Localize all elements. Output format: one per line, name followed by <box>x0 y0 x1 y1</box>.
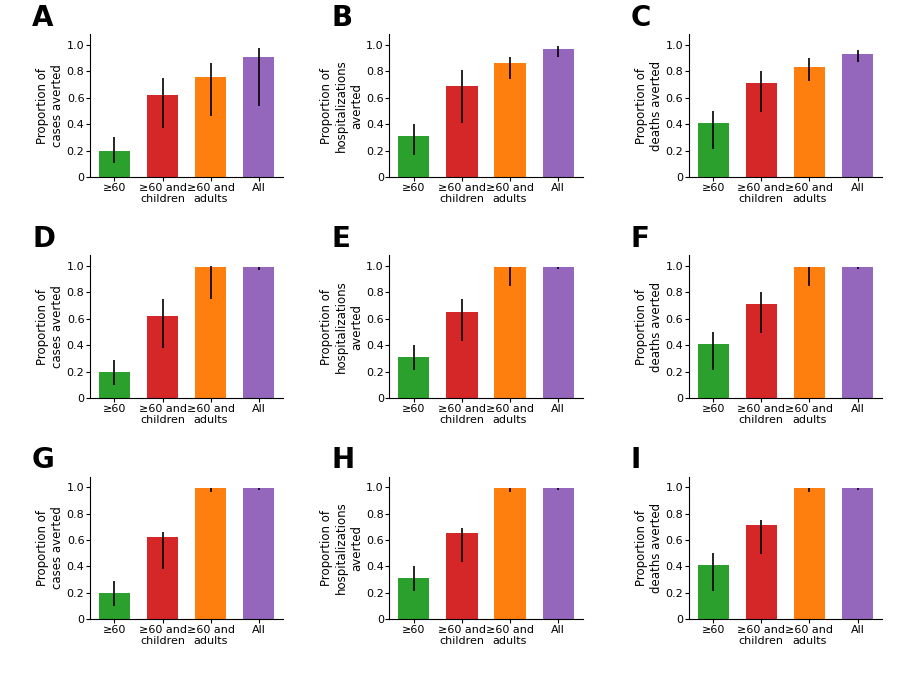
Y-axis label: Proportion of
hospitalizations
averted: Proportion of hospitalizations averted <box>320 59 364 152</box>
Y-axis label: Proportion of
deaths averted: Proportion of deaths averted <box>634 282 662 372</box>
Text: H: H <box>331 446 355 474</box>
Text: F: F <box>631 224 650 252</box>
Text: D: D <box>32 224 55 252</box>
Bar <box>794 268 825 398</box>
Bar <box>746 304 777 398</box>
Bar <box>698 565 729 619</box>
Bar <box>446 86 478 177</box>
Y-axis label: Proportion of
cases averted: Proportion of cases averted <box>36 286 64 368</box>
Y-axis label: Proportion of
cases averted: Proportion of cases averted <box>36 64 64 147</box>
Bar <box>842 268 873 398</box>
Bar <box>746 83 777 177</box>
Bar <box>195 76 226 177</box>
Bar <box>494 488 526 619</box>
Bar <box>543 488 574 619</box>
Bar <box>195 268 226 398</box>
Text: C: C <box>631 3 652 32</box>
Bar <box>147 537 178 619</box>
Y-axis label: Proportion of
cases averted: Proportion of cases averted <box>36 506 64 590</box>
Bar <box>99 593 130 619</box>
Y-axis label: Proportion of
hospitalizations
averted: Proportion of hospitalizations averted <box>320 281 364 373</box>
Bar <box>494 268 526 398</box>
Y-axis label: Proportion of
deaths averted: Proportion of deaths averted <box>634 503 662 593</box>
Bar <box>842 54 873 177</box>
Bar <box>99 372 130 398</box>
Bar <box>147 316 178 398</box>
Bar <box>99 151 130 177</box>
Bar <box>398 136 429 177</box>
Bar <box>446 533 478 619</box>
Bar <box>195 488 226 619</box>
Bar <box>147 95 178 177</box>
Text: B: B <box>331 3 353 32</box>
Bar <box>698 344 729 398</box>
Bar <box>746 526 777 619</box>
Bar <box>543 268 574 398</box>
Text: G: G <box>32 446 55 474</box>
Text: A: A <box>32 3 53 32</box>
Bar <box>243 488 274 619</box>
Bar <box>698 123 729 177</box>
Bar <box>794 67 825 177</box>
Bar <box>446 312 478 398</box>
Text: I: I <box>631 446 641 474</box>
Bar <box>243 268 274 398</box>
Bar <box>398 578 429 619</box>
Bar <box>243 57 274 177</box>
Y-axis label: Proportion of
deaths averted: Proportion of deaths averted <box>634 61 662 151</box>
Bar <box>398 357 429 398</box>
Bar <box>543 49 574 177</box>
Y-axis label: Proportion of
hospitalizations
averted: Proportion of hospitalizations averted <box>320 502 364 594</box>
Bar <box>494 63 526 177</box>
Text: E: E <box>331 224 350 252</box>
Bar <box>842 488 873 619</box>
Bar <box>794 488 825 619</box>
